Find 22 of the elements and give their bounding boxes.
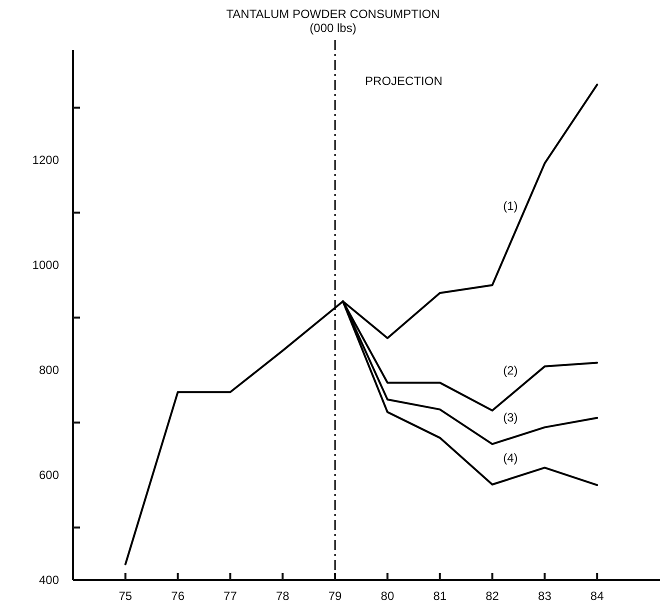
x-tick-label: 75 bbox=[118, 588, 132, 603]
x-tick-label: 84 bbox=[590, 588, 604, 603]
series-label: (3) bbox=[503, 410, 518, 425]
y-tick-label: 800 bbox=[38, 362, 60, 377]
y-tick-label: 1000 bbox=[32, 258, 60, 272]
x-tick-label: 83 bbox=[538, 588, 552, 603]
x-tick-label: 82 bbox=[486, 588, 500, 603]
x-tick-label: 79 bbox=[328, 588, 342, 603]
series-label: (2) bbox=[503, 363, 518, 378]
x-tick-label: 81 bbox=[433, 588, 447, 603]
series-label: (1) bbox=[503, 199, 518, 214]
x-tick-label: 77 bbox=[224, 588, 238, 603]
x-tick-label: 76 bbox=[171, 588, 185, 603]
chart-title: TANTALUM POWDER CONSUMPTION bbox=[226, 7, 440, 21]
series-label: (4) bbox=[503, 451, 518, 466]
ref-line-label: PROJECTION bbox=[365, 74, 442, 88]
y-tick-label: 400 bbox=[38, 572, 60, 587]
chart-subtitle: (000 lbs) bbox=[310, 21, 356, 35]
x-tick-label: 78 bbox=[276, 588, 290, 603]
x-tick-label: 80 bbox=[380, 588, 394, 603]
y-tick-label: 1200 bbox=[32, 153, 60, 168]
y-tick-label: 600 bbox=[38, 468, 60, 482]
